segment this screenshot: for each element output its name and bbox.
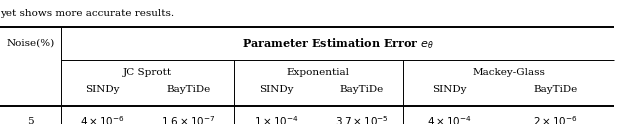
- Text: Exponential: Exponential: [287, 68, 350, 77]
- Text: BayTiDe: BayTiDe: [166, 85, 211, 94]
- Text: 5: 5: [27, 117, 34, 124]
- Text: $1.6 \times 10^{-7}$: $1.6 \times 10^{-7}$: [161, 115, 216, 124]
- Text: $4 \times 10^{-4}$: $4 \times 10^{-4}$: [427, 115, 472, 124]
- Text: SINDy: SINDy: [260, 85, 294, 94]
- Text: $3.7 \times 10^{-5}$: $3.7 \times 10^{-5}$: [335, 115, 388, 124]
- Text: $4 \times 10^{-6}$: $4 \times 10^{-6}$: [80, 115, 125, 124]
- Text: BayTiDe: BayTiDe: [339, 85, 384, 94]
- Text: yet shows more accurate results.: yet shows more accurate results.: [0, 9, 174, 18]
- Text: $2 \times 10^{-6}$: $2 \times 10^{-6}$: [532, 115, 578, 124]
- Text: Mackey-Glass: Mackey-Glass: [472, 68, 545, 77]
- Text: BayTiDe: BayTiDe: [533, 85, 577, 94]
- Text: SINDy: SINDy: [433, 85, 467, 94]
- Text: JC Sprott: JC Sprott: [123, 68, 172, 77]
- Text: Noise(%): Noise(%): [6, 39, 54, 48]
- Text: SINDy: SINDy: [85, 85, 120, 94]
- Text: Parameter Estimation Error $e_{\theta}$: Parameter Estimation Error $e_{\theta}$: [241, 36, 434, 51]
- Text: $1 \times 10^{-4}$: $1 \times 10^{-4}$: [254, 115, 300, 124]
